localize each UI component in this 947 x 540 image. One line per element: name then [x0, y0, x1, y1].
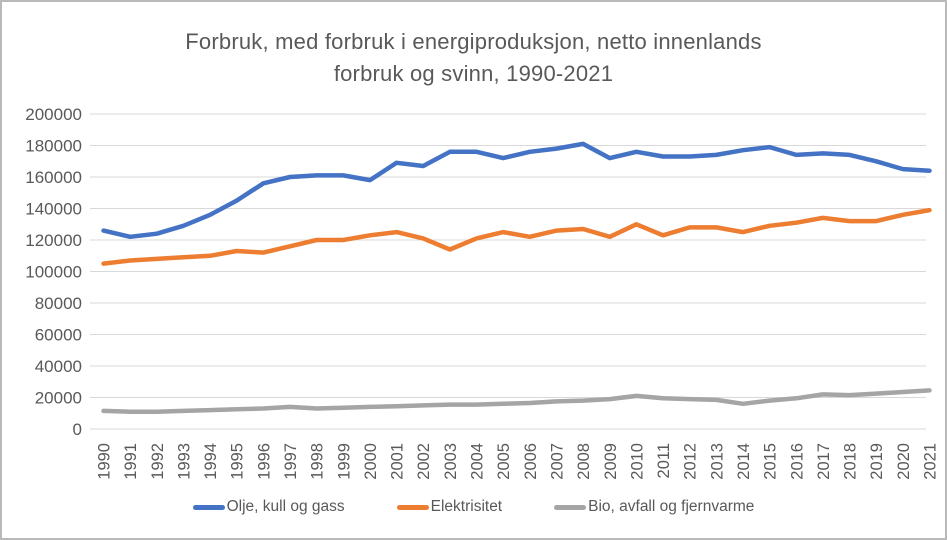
y-axis-tick-labels: 0 20000 40000 60000 80000 100000 120000 140000 1… [25, 105, 82, 439]
legend-label: Olje, kull og gass [226, 498, 345, 515]
gridlines [90, 113, 926, 430]
x-tick-label: 2001 [389, 443, 407, 480]
chart-title-line1: Forbruk, med forbruk i energiproduksjon,… [185, 29, 762, 54]
series-line-bio-avfall-og-fjernvarme [101, 388, 932, 414]
legend: Olje, kull og gass Elektrisitet Bio, avf… [2, 498, 945, 516]
x-tick-label: 1999 [335, 443, 353, 480]
x-tick-label: 2013 [708, 443, 726, 480]
x-tick-label: 1994 [202, 443, 220, 480]
y-tick-label: 140000 [25, 200, 82, 219]
y-tick-label: 80000 [35, 294, 82, 313]
y-tick-label: 40000 [35, 357, 82, 376]
x-tick-label: 1993 [175, 443, 193, 480]
legend-item-bio-avfall-og-fjernvarme: Bio, avfall og fjernvarme [554, 498, 754, 516]
chart-title: Forbruk, med forbruk i energiproduksjon,… [2, 26, 945, 90]
series-line-olje-kull-og-gass [101, 141, 932, 240]
x-tick-label: 1998 [309, 443, 327, 480]
x-tick-label: 1996 [255, 443, 273, 480]
x-tick-label: 2019 [868, 443, 886, 480]
legend-item-elektrisitet: Elektrisitet [396, 498, 503, 516]
legend-label: Bio, avfall og fjernvarme [588, 498, 755, 515]
x-tick-label: 2002 [415, 443, 433, 480]
x-tick-label: 2005 [495, 443, 513, 480]
x-tick-label: 2003 [442, 443, 460, 480]
x-tick-label: 2006 [522, 443, 540, 480]
x-tick-label: 2021 [922, 443, 940, 480]
y-tick-label: 60000 [35, 326, 82, 345]
y-tick-label: 0 [73, 420, 82, 439]
x-tick-label: 2000 [362, 443, 380, 480]
x-tick-label: 1995 [229, 443, 247, 480]
x-tick-label: 2011 [655, 443, 673, 478]
y-tick-label: 100000 [25, 263, 82, 282]
x-tick-label: 2016 [788, 443, 806, 480]
x-tick-label: 2015 [762, 443, 780, 480]
y-tick-label: 160000 [25, 168, 82, 187]
x-tick-label: 2009 [602, 443, 620, 480]
x-tick-label: 2004 [469, 443, 487, 480]
x-tick-label: 2012 [682, 443, 700, 480]
legend-line-swatch [192, 504, 225, 510]
x-tick-label: 1991 [122, 443, 140, 480]
legend-label: Elektrisitet [430, 498, 503, 515]
y-tick-label: 200000 [25, 105, 82, 124]
x-tick-label: 2017 [815, 443, 833, 480]
x-tick-label: 1992 [149, 443, 167, 480]
y-tick-label: 120000 [25, 231, 82, 250]
y-tick-label: 20000 [35, 389, 82, 408]
x-tick-label: 1997 [282, 443, 300, 480]
chart-title-line2: forbruk og svinn, 1990-2021 [333, 61, 614, 86]
x-tick-label: 2020 [895, 443, 913, 480]
x-tick-label: 2007 [548, 443, 566, 480]
legend-item-olje-kull-og-gass: Olje, kull og gass [192, 498, 345, 516]
x-tick-label: 1990 [96, 443, 114, 480]
x-axis-tick-labels: 1990 1991 1992 1993 1994 1995 1996 1997 1998 1999… [96, 443, 940, 480]
x-tick-label: 2008 [575, 443, 593, 480]
x-tick-label: 2010 [628, 443, 646, 480]
y-tick-label: 180000 [25, 137, 82, 156]
legend-line-swatch [396, 504, 429, 510]
legend-line-swatch [554, 504, 587, 510]
x-tick-label: 2018 [842, 443, 860, 480]
series-line-elektrisitet [101, 207, 932, 266]
x-tick-label: 2014 [735, 443, 753, 480]
